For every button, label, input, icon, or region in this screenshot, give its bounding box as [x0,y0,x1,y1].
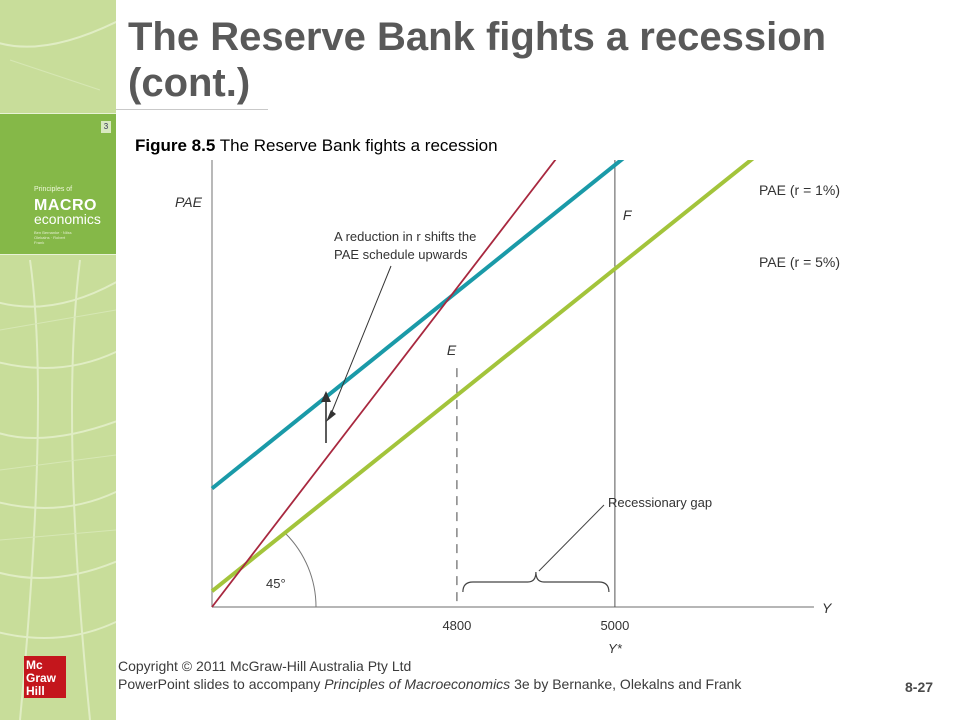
pae-chart: PAE Y 4800 5000 Y* PAE (r = 1%) PAE (r =… [116,0,876,660]
footer-attribution-prefix: PowerPoint slides to accompany [118,676,325,692]
book-cover-authors: Ben Bernanke · Nilss Olekalns · Robert F… [34,230,72,245]
logo-line-2: Graw [26,671,57,685]
book-cover-line1: Principles of [34,186,73,193]
shift-up-arrowhead [321,391,331,402]
shift-annotation: A reduction in r shifts the PAE schedule… [334,229,480,262]
footer-book-title: Principles of Macroeconomics [324,676,511,692]
recessionary-gap-label: Recessionary gap [608,495,712,510]
logo-line-3: Hill [26,684,45,698]
footer-attribution-suffix: 3e by Bernanke, Olekalns and Frank [510,676,742,692]
sidebar-background: 3 Principles of MACRO economics Ben Bern… [0,0,116,720]
gap-callout-line [538,504,605,572]
figure-caption-text: The Reserve Bank fights a recession [219,136,498,155]
legend-pae-r5: PAE (r = 5%) [759,254,840,270]
x-axis-label: Y [822,600,833,616]
shift-callout-arrowhead [326,410,336,422]
mcgraw-hill-logo: Mc Graw Hill [24,656,66,698]
footer-attribution: PowerPoint slides to accompany Principle… [118,675,741,693]
book-cover-line2: MACRO [34,197,97,214]
x-tick-label-4800: 4800 [442,618,471,633]
figure-caption: Figure 8.5 The Reserve Bank fights a rec… [135,136,498,156]
shift-callout-line [330,265,392,415]
footer-copyright: Copyright © 2011 McGraw-Hill Australia P… [118,658,412,674]
copyright-footer: Copyright © 2011 McGraw-Hill Australia P… [118,657,741,693]
book-cover-image: 3 Principles of MACRO economics Ben Bern… [0,113,116,255]
recessionary-gap-brace [462,571,610,593]
forty-five-degree-arc [285,533,317,608]
point-label-e: E [447,342,457,358]
edition-badge: 3 [101,121,111,133]
book-cover-line3: economics [34,211,101,227]
x-tick-label-potential-output: Y* [608,641,623,656]
legend-pae-r1: PAE (r = 1%) [759,182,840,198]
title-divider [116,109,268,110]
slide-number: 8-27 [905,679,934,695]
angle-label-45: 45° [266,576,286,591]
pae-r5-line [210,140,775,593]
forty-five-degree-line [211,0,680,608]
x-tick-label-5000: 5000 [600,618,629,633]
y-axis-label: PAE [175,194,203,210]
logo-line-1: Mc [26,658,43,672]
leaf-texture [0,20,116,720]
figure-number: Figure 8.5 [135,136,216,155]
slide-title: The Reserve Bank fights a recession (con… [128,15,827,105]
point-label-f: F [623,207,633,223]
